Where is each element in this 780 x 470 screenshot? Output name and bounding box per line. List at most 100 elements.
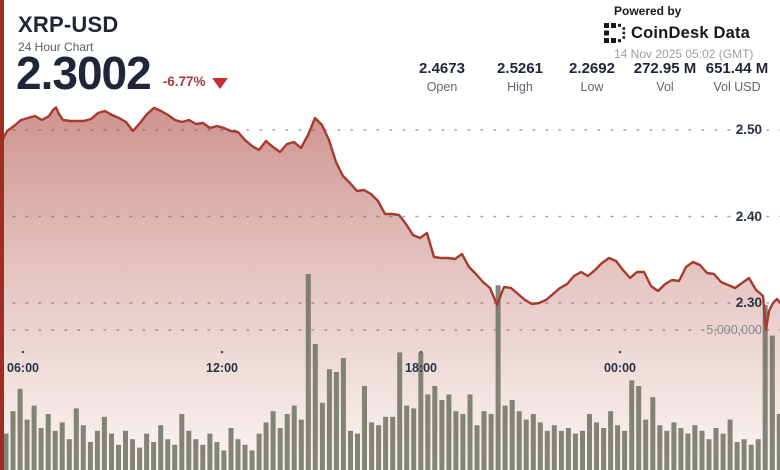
coindesk-logo[interactable]: CoinDesk Data (604, 23, 774, 43)
stat-low: 2.2692 Low (569, 60, 615, 94)
volume-bar (101, 416, 107, 470)
current-price: 2.3002 (16, 47, 152, 99)
stat-vol: 272.95 M Vol (634, 60, 697, 94)
volume-bar (404, 405, 410, 470)
volume-bar (741, 439, 747, 470)
time-axis-label: 06:00 (7, 361, 39, 375)
volume-bar (594, 422, 599, 470)
volume-bar (425, 394, 431, 470)
time-tick-dot (220, 350, 224, 354)
volume-bar (66, 439, 72, 470)
volume-bar (38, 428, 44, 470)
volume-bar (474, 425, 480, 470)
stat-vol-usd: 651.44 M Vol USD (706, 60, 769, 94)
volume-bar (45, 414, 51, 470)
stat-value: 272.95 M (633, 60, 697, 77)
volume-bar (305, 274, 311, 470)
time-tick-dot (419, 350, 423, 354)
volume-bar (144, 433, 150, 470)
volume-bar (678, 428, 684, 470)
volume-bar (151, 442, 157, 470)
powered-by-label: Powered by (614, 4, 682, 18)
time-tick-dot (21, 350, 25, 354)
volume-bar (523, 419, 529, 470)
volume-bar (692, 425, 698, 470)
volume-bar (453, 411, 459, 470)
volume-bar (277, 428, 283, 470)
volume-bar (228, 428, 234, 470)
volume-bar (580, 430, 585, 470)
volume-bar (249, 450, 255, 470)
ohlc-stats-row: 2.4673 Open 2.5261 High 2.2692 Low 272.95 M Vol… (0, 60, 780, 100)
price-line (0, 106, 780, 331)
volume-bar (109, 433, 114, 470)
volume-bar (390, 416, 396, 470)
stat-label: High (507, 80, 533, 94)
volume-bar (235, 439, 241, 470)
volume-bar (748, 444, 754, 470)
stat-value: 2.5261 (497, 60, 543, 77)
volume-bar (776, 414, 780, 470)
powered-by-block: Powered by CoinDesk Data 14 Nov 2025 05:… (604, 4, 774, 61)
volume-bar (186, 430, 192, 470)
volume-bar (348, 430, 353, 470)
volume-bar (263, 422, 269, 470)
coindesk-logo-icon (604, 23, 626, 43)
volume-bar (572, 433, 578, 470)
volume-bar (362, 386, 367, 470)
volume-bar (165, 439, 171, 470)
stat-label: Low (580, 80, 604, 94)
volume-bar (650, 397, 656, 470)
volume-bar (460, 414, 466, 470)
volume-bar (685, 433, 691, 470)
volume-bar (488, 414, 494, 470)
volume-bar (446, 394, 452, 470)
volume-bar (284, 414, 290, 470)
volume-bar (608, 411, 614, 470)
volume-bar (587, 414, 592, 470)
volume-bar (193, 439, 199, 470)
volume-bar (207, 433, 213, 470)
volume-bar (340, 358, 346, 470)
volume-bar (629, 380, 635, 470)
volume-bar (270, 411, 276, 470)
volume-bar (3, 433, 9, 470)
volume-bar (369, 422, 375, 470)
volume-bar (116, 444, 121, 470)
volume-bar (200, 444, 206, 470)
volume-bar (537, 422, 543, 470)
volume-bar (720, 433, 726, 470)
volume-axis-label: 5,000,000 (706, 323, 762, 337)
stat-open: 2.4673 Open (419, 60, 465, 94)
volume-bar (601, 428, 607, 470)
volume-bar (769, 335, 775, 470)
volume-bar (355, 433, 360, 470)
stat-label: Open (426, 80, 458, 94)
chart-header: XRP-USD 24 Hour Chart (18, 12, 118, 54)
time-axis-label: 00:00 (604, 361, 636, 375)
volume-bar (80, 425, 86, 470)
stat-value: 2.4673 (419, 60, 465, 77)
volume-bar (333, 372, 339, 470)
stat-label: Vol (656, 80, 674, 94)
volume-bar (615, 425, 621, 470)
volume-bar (87, 442, 93, 470)
volume-bar (762, 304, 768, 470)
time-axis-label: 18:00 (405, 361, 437, 375)
volume-bar (699, 430, 705, 470)
volume-bar (481, 411, 487, 470)
volume-bar (172, 444, 178, 470)
volume-bar (551, 425, 557, 470)
volume-bar (298, 419, 304, 470)
stat-label: Vol USD (713, 80, 761, 94)
time-axis-label: 12:00 (206, 361, 238, 375)
stat-value: 651.44 M (705, 60, 769, 77)
volume-bar (73, 408, 79, 470)
volume-bar (706, 439, 712, 470)
volume-bar (214, 442, 220, 470)
volume-bar (256, 433, 262, 470)
volume-bar (432, 386, 438, 470)
coindesk-brand-name: CoinDesk Data (631, 23, 751, 42)
volume-bar (530, 414, 536, 470)
